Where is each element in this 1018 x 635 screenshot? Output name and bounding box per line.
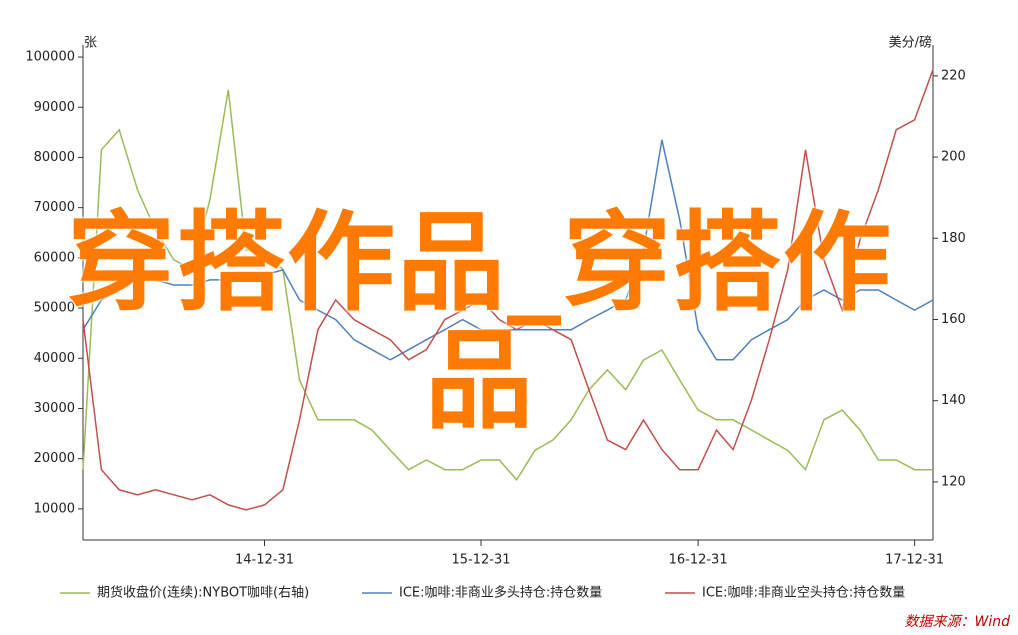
y-tick-label: 100000 — [25, 50, 75, 65]
y2-tick-label: 200 — [941, 150, 966, 165]
y-tick-label: 70000 — [34, 200, 75, 215]
y-tick-label: 20000 — [34, 451, 75, 466]
y2-axis-label: 美分/磅 — [889, 35, 932, 51]
y-tick-label: 50000 — [34, 301, 75, 316]
y-tick-label: 40000 — [34, 351, 75, 366]
series-line — [82, 139, 934, 361]
x-tick-label: 14-12-31 — [235, 553, 294, 568]
y-tick-label: 90000 — [34, 100, 75, 115]
source: 数据来源：Wind — [905, 614, 1011, 630]
y-tick-label: 10000 — [34, 501, 75, 516]
legend-label: 期货收盘价(连续):NYBOT咖啡(右轴) — [97, 585, 309, 601]
series-line — [82, 89, 933, 482]
y2-tick-label: 160 — [941, 312, 966, 327]
x-tick-label: 15-12-31 — [452, 553, 511, 568]
y2-tick-label: 180 — [941, 231, 966, 246]
x-tick-label: 16-12-31 — [669, 553, 728, 568]
y-axis-label: 张 — [84, 36, 97, 51]
x-tick-label: 17-12-31 — [885, 553, 944, 568]
series-line — [82, 69, 934, 511]
legend-label: ICE:咖啡:非商业多头持仓:持仓数量 — [399, 585, 602, 601]
y-tick-label: 60000 — [34, 250, 75, 265]
legend-label: ICE:咖啡:非商业空头持仓:持仓数量 — [702, 586, 905, 601]
y2-tick-label: 120 — [941, 474, 966, 489]
y-tick-label: 30000 — [34, 401, 75, 416]
y2-tick-label: 140 — [941, 393, 966, 408]
y-tick-label: 80000 — [34, 150, 75, 165]
y2-tick-label: 220 — [941, 68, 966, 83]
watermark: 穿搭作品_穿搭作品 — [66, 201, 893, 444]
